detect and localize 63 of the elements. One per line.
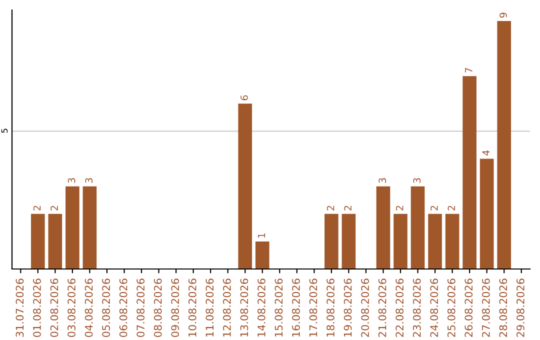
bar bbox=[376, 186, 390, 269]
bar bbox=[238, 104, 252, 269]
bar bbox=[445, 214, 460, 269]
bar bbox=[410, 186, 425, 269]
x-tick-label: 29.08.2026 bbox=[516, 278, 524, 337]
x-tick-label: 21.08.2026 bbox=[378, 278, 386, 337]
bar bbox=[462, 76, 476, 269]
data-label: 2 bbox=[430, 206, 438, 210]
bar bbox=[342, 214, 356, 269]
x-tick-label: 20.08.2026 bbox=[361, 278, 369, 337]
data-label: 4 bbox=[482, 150, 490, 156]
x-tick-label: 25.08.2026 bbox=[447, 278, 456, 337]
x-tick-label: 27.08.2026 bbox=[482, 278, 490, 337]
x-tick-label: 01.08.2026 bbox=[33, 278, 41, 337]
x-tick-label: 12.08.2026 bbox=[222, 278, 231, 337]
x-tick-label: 11.08.2026 bbox=[206, 278, 214, 337]
y-tick-label: 5 bbox=[1, 128, 8, 133]
data-label: 2 bbox=[396, 206, 404, 210]
x-tick-label: 17.08.2026 bbox=[309, 278, 318, 337]
x-tick-label: 26.08.2026 bbox=[464, 278, 473, 337]
x-tick-label: 03.08.2026 bbox=[68, 278, 76, 337]
x-tick-label: 14.08.2026 bbox=[258, 278, 266, 337]
x-tick-label: 02.08.2026 bbox=[50, 278, 58, 337]
data-label: 3 bbox=[413, 178, 421, 183]
data-label: 6 bbox=[240, 95, 248, 100]
bar bbox=[480, 158, 494, 269]
bar bbox=[48, 214, 62, 269]
data-label: 7 bbox=[465, 68, 472, 73]
bar bbox=[66, 186, 80, 269]
data-label: 1 bbox=[258, 233, 266, 238]
x-tick-label: 31.07.2026 bbox=[16, 278, 24, 337]
x-tick-label: 18.08.2026 bbox=[326, 278, 334, 337]
x-tick-label: 05.08.2026 bbox=[102, 278, 110, 337]
bar bbox=[497, 21, 512, 269]
x-tick-label: 23.08.2026 bbox=[412, 278, 421, 337]
bar bbox=[30, 214, 45, 269]
data-label: 3 bbox=[85, 178, 93, 183]
x-tick-label: 28.08.2026 bbox=[499, 278, 508, 337]
bar bbox=[255, 241, 270, 269]
x-tick-label: 19.08.2026 bbox=[344, 278, 352, 337]
data-label: 2 bbox=[344, 206, 352, 210]
x-tick-label: 06.08.2026 bbox=[119, 278, 128, 337]
data-label: 3 bbox=[68, 178, 76, 183]
data-label: 2 bbox=[326, 206, 334, 210]
bar bbox=[82, 186, 97, 269]
x-tick-label: 09.08.2026 bbox=[171, 278, 180, 337]
x-tick-label: 04.08.2026 bbox=[84, 278, 93, 337]
x-tick-label: 08.08.2026 bbox=[154, 278, 162, 337]
x-tick-label: 24.08.2026 bbox=[430, 278, 438, 337]
x-tick-label: 13.08.2026 bbox=[240, 278, 248, 337]
x-tick-label: 15.08.2026 bbox=[274, 278, 283, 337]
data-label: 3 bbox=[378, 178, 386, 183]
data-label: 2 bbox=[448, 206, 455, 210]
x-tick-label: 16.08.2026 bbox=[292, 278, 300, 337]
data-label: 2 bbox=[50, 206, 58, 210]
bar bbox=[428, 214, 442, 269]
x-tick-label: 07.08.2026 bbox=[136, 278, 145, 337]
bar bbox=[324, 214, 338, 269]
bar bbox=[394, 214, 408, 269]
x-tick-label: 22.08.2026 bbox=[396, 278, 404, 337]
data-label: 2 bbox=[33, 206, 41, 210]
data-label: 9 bbox=[500, 12, 507, 18]
x-tick-label: 10.08.2026 bbox=[188, 278, 196, 337]
